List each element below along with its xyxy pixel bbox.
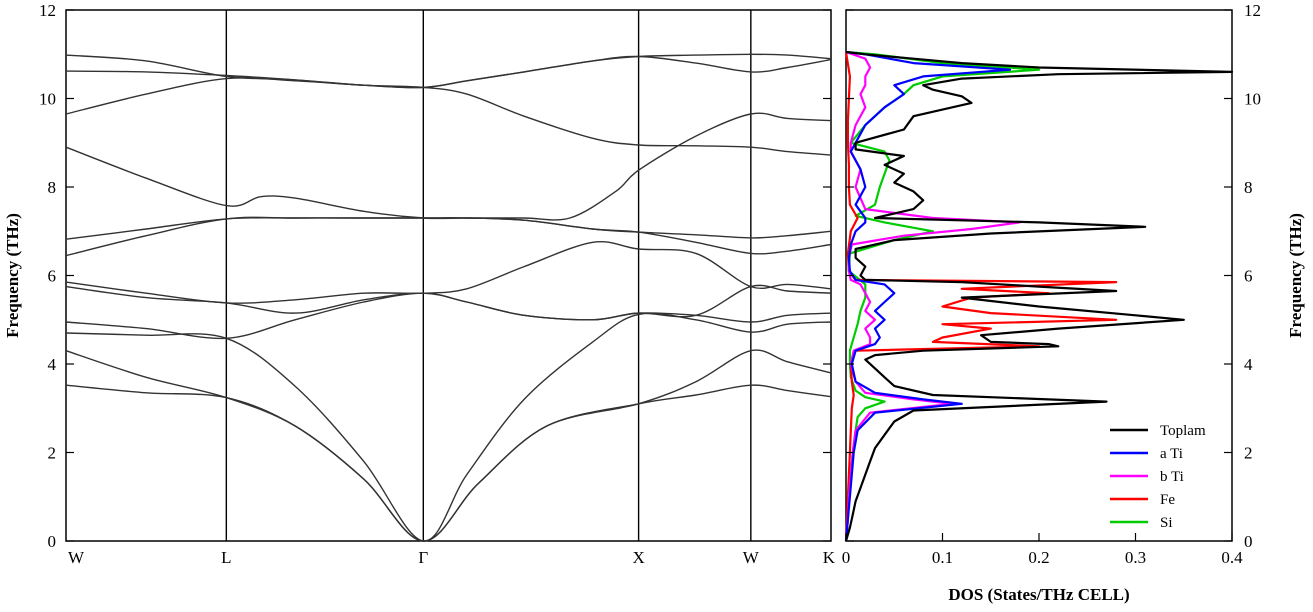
dos-y-tick-label: 10 <box>1244 90 1261 109</box>
legend-label: b Ti <box>1160 469 1184 485</box>
dos-panel: 0 2 4 6 8 10 12 0 0.1 0.2 0.3 0.4 DOS (States/THz … <box>842 1 1305 604</box>
legend-label: Toplam <box>1160 423 1206 439</box>
band-curve-12 <box>65 54 832 89</box>
dos-x-tick-label: 0.1 <box>932 548 953 567</box>
y-tick-label: 10 <box>39 90 56 109</box>
band-curve-11 <box>65 53 832 89</box>
band-curve-10 <box>65 77 832 156</box>
band-structure-panel: 0 2 4 6 8 10 12 W L Γ X W K Frequency (THz) <box>3 1 836 567</box>
dos-y-tick-label: 8 <box>1244 178 1253 197</box>
kpoint-label: X <box>632 548 644 567</box>
kpoint-label: L <box>221 548 231 567</box>
band-kpoint-lines <box>225 10 752 541</box>
dos-y-tick-label: 0 <box>1244 532 1253 551</box>
y-tick-label: 6 <box>48 267 57 286</box>
band-y-ticks: 0 2 4 6 8 10 12 <box>39 1 831 551</box>
band-dispersion-curves <box>65 53 832 542</box>
band-curve-2 <box>65 349 832 542</box>
dos-y-axis-label: Frequency (THz) <box>1286 213 1305 338</box>
dos-x-tick-label: 0 <box>842 548 851 567</box>
band-curve-3 <box>65 312 832 542</box>
kpoint-label: K <box>823 548 836 567</box>
kpoint-label: Γ <box>418 548 428 567</box>
legend-label: Si <box>1160 515 1173 531</box>
legend-label: a Ti <box>1160 446 1183 462</box>
dos-x-ticks: 0 0.1 0.2 0.3 0.4 <box>842 533 1243 567</box>
band-curve-1 <box>65 384 832 542</box>
y-tick-label: 2 <box>48 444 57 463</box>
dos-y-tick-label: 6 <box>1244 267 1253 286</box>
band-curve-5 <box>65 284 832 321</box>
dos-curves <box>844 50 1234 542</box>
y-tick-label: 8 <box>48 178 57 197</box>
y-tick-label: 12 <box>39 1 56 20</box>
dos-curve-a-ti <box>844 50 1012 542</box>
dos-y-ticks: 0 2 4 6 8 10 12 <box>846 1 1261 551</box>
band-curve-8 <box>65 217 832 240</box>
y-tick-label: 0 <box>48 532 57 551</box>
y-tick-label: 4 <box>48 355 57 374</box>
band-y-axis-label: Frequency (THz) <box>3 213 22 338</box>
dos-x-axis-label: DOS (States/THz CELL) <box>948 585 1129 604</box>
dos-curve-toplam <box>844 50 1234 542</box>
band-curve-9 <box>65 112 832 221</box>
dos-x-tick-label: 0.2 <box>1028 548 1049 567</box>
dos-curve-fe <box>844 51 1118 542</box>
dos-y-tick-label: 2 <box>1244 444 1253 463</box>
kpoint-label: W <box>743 548 760 567</box>
dos-x-tick-label: 0.4 <box>1221 548 1243 567</box>
dos-x-tick-label: 0.3 <box>1125 548 1146 567</box>
dos-y-tick-label: 12 <box>1244 1 1261 20</box>
kpoint-label: W <box>68 548 85 567</box>
dos-y-tick-label: 4 <box>1244 355 1253 374</box>
legend-label: Fe <box>1160 492 1175 508</box>
band-curve-6 <box>65 240 832 304</box>
dos-legend: Toplam a Ti b Ti Fe Si <box>1110 423 1206 531</box>
